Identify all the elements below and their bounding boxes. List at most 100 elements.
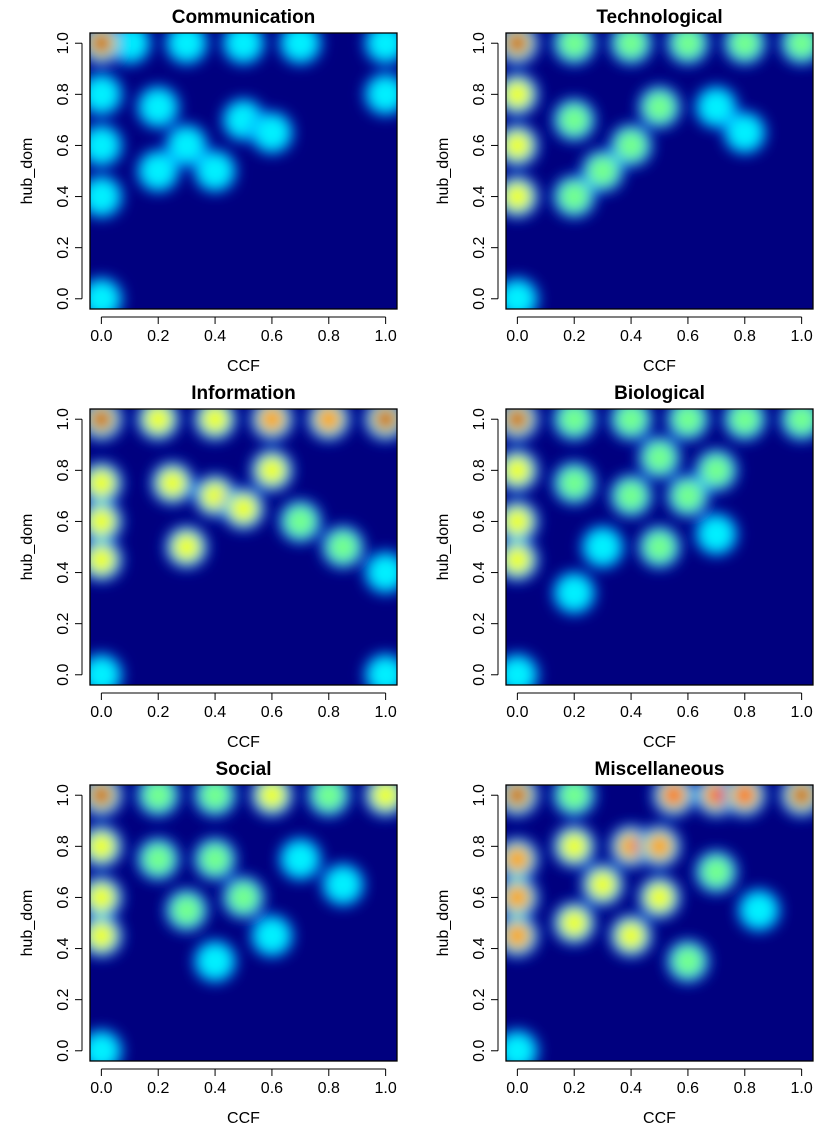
density-peak [644, 442, 675, 473]
density-peak [230, 495, 257, 522]
density-peak [741, 892, 777, 928]
y-tick-label: 0.2 [471, 236, 488, 258]
y-tick-label: 0.0 [471, 1040, 488, 1062]
x-tick-label: 0.2 [563, 1080, 585, 1097]
density-peak [506, 657, 535, 685]
x-tick-label: 0.2 [147, 328, 169, 345]
density-peak [558, 33, 590, 59]
y-tick-label: 0.6 [55, 886, 72, 908]
density-peak [90, 281, 119, 309]
density-peak [561, 909, 588, 937]
density-peak [379, 412, 393, 426]
x-axis-label: CCF [643, 1110, 676, 1127]
density-peak [90, 469, 115, 497]
x-tick-label: 0.8 [734, 704, 756, 721]
density-peak [90, 178, 119, 215]
y-tick-label: 0.8 [55, 459, 72, 481]
x-tick-label: 0.6 [261, 1080, 283, 1097]
x-tick-label: 0.0 [90, 704, 112, 721]
density-peak [558, 467, 590, 499]
y-tick-label: 0.8 [55, 835, 72, 857]
density-peak [615, 130, 647, 161]
density-peak [698, 516, 734, 552]
y-tick-label: 0.8 [471, 835, 488, 857]
y-tick-label: 0.8 [471, 459, 488, 481]
y-tick-label: 0.4 [471, 185, 488, 207]
x-tick-label: 0.2 [563, 328, 585, 345]
y-tick-label: 1.0 [55, 408, 72, 430]
density-peak [672, 945, 704, 977]
x-tick-label: 1.0 [791, 328, 813, 345]
density-peak [90, 508, 115, 535]
panel-communication: Communication 0.0 0.2 0.4 0.6 0.8 1.0 CCF 0.0 0.2… [19, 7, 398, 375]
x-tick-label: 0.0 [506, 1080, 528, 1097]
density-peak [506, 1033, 535, 1061]
density-peak [672, 409, 704, 435]
x-tick-label: 0.4 [204, 704, 226, 721]
x-tick-label: 0.6 [677, 328, 699, 345]
y-axis-label: hub_dom [19, 138, 36, 205]
density-peak [313, 785, 345, 811]
density-peak [506, 81, 531, 108]
density-peak [254, 918, 290, 954]
x-tick-label: 0.2 [563, 704, 585, 721]
plot-frame [89, 784, 398, 1062]
y-tick-label: 0.6 [471, 886, 488, 908]
density-peak [258, 785, 286, 809]
density-peak [585, 529, 621, 565]
density-peak [735, 786, 754, 805]
x-tick-label: 0.4 [204, 328, 226, 345]
density-peak [258, 457, 286, 484]
y-tick-label: 1.0 [55, 32, 72, 54]
y-tick-label: 0.6 [471, 134, 488, 156]
y-tick-label: 0.0 [55, 1040, 72, 1062]
density-peak [199, 785, 231, 811]
y-tick-label: 0.0 [55, 664, 72, 686]
y-tick-label: 1.0 [471, 32, 488, 54]
density-peak [644, 531, 675, 563]
x-tick-label: 1.0 [375, 1080, 397, 1097]
density-peak [140, 89, 176, 125]
density-peak [672, 33, 704, 59]
panel-title: Biological [614, 383, 705, 404]
density-peak [615, 33, 647, 59]
density-peak [672, 480, 704, 512]
x-axis-label: CCF [227, 358, 260, 375]
density-peak [617, 922, 645, 949]
density-peak [506, 281, 535, 309]
x-tick-label: 0.6 [677, 1080, 699, 1097]
y-tick-label: 1.0 [471, 408, 488, 430]
density-peak [90, 922, 115, 949]
panel-title: Social [216, 759, 272, 780]
density-peak [260, 409, 283, 431]
density-peak [506, 848, 529, 871]
panel-title: Information [191, 383, 296, 404]
density-peak [327, 531, 359, 563]
x-tick-label: 0.6 [677, 704, 699, 721]
density-peak [368, 76, 397, 112]
y-tick-label: 0.2 [55, 612, 72, 634]
y-tick-label: 0.2 [55, 236, 72, 258]
density-peak [368, 33, 397, 61]
x-tick-label: 0.8 [734, 328, 756, 345]
density-peak [90, 546, 115, 573]
x-tick-label: 0.4 [620, 1080, 642, 1097]
y-tick-label: 0.4 [471, 937, 488, 959]
density-peak [201, 482, 229, 510]
density-peak [506, 924, 529, 947]
density-peak [372, 785, 397, 809]
plot-frame [89, 32, 398, 310]
panel-technological: Technological 0.0 0.2 0.4 0.6 0.8 1.0 CCF 0.0 0.2… [435, 7, 814, 375]
density-peak [159, 469, 186, 497]
x-tick-label: 1.0 [791, 1080, 813, 1097]
density-peak [254, 115, 290, 151]
density-peak [201, 409, 229, 433]
density-peak [707, 786, 726, 805]
density-peak [94, 412, 108, 426]
y-tick-label: 0.6 [55, 134, 72, 156]
y-tick-label: 0.8 [471, 83, 488, 105]
y-tick-label: 0.0 [471, 288, 488, 310]
density-peak [169, 33, 205, 61]
